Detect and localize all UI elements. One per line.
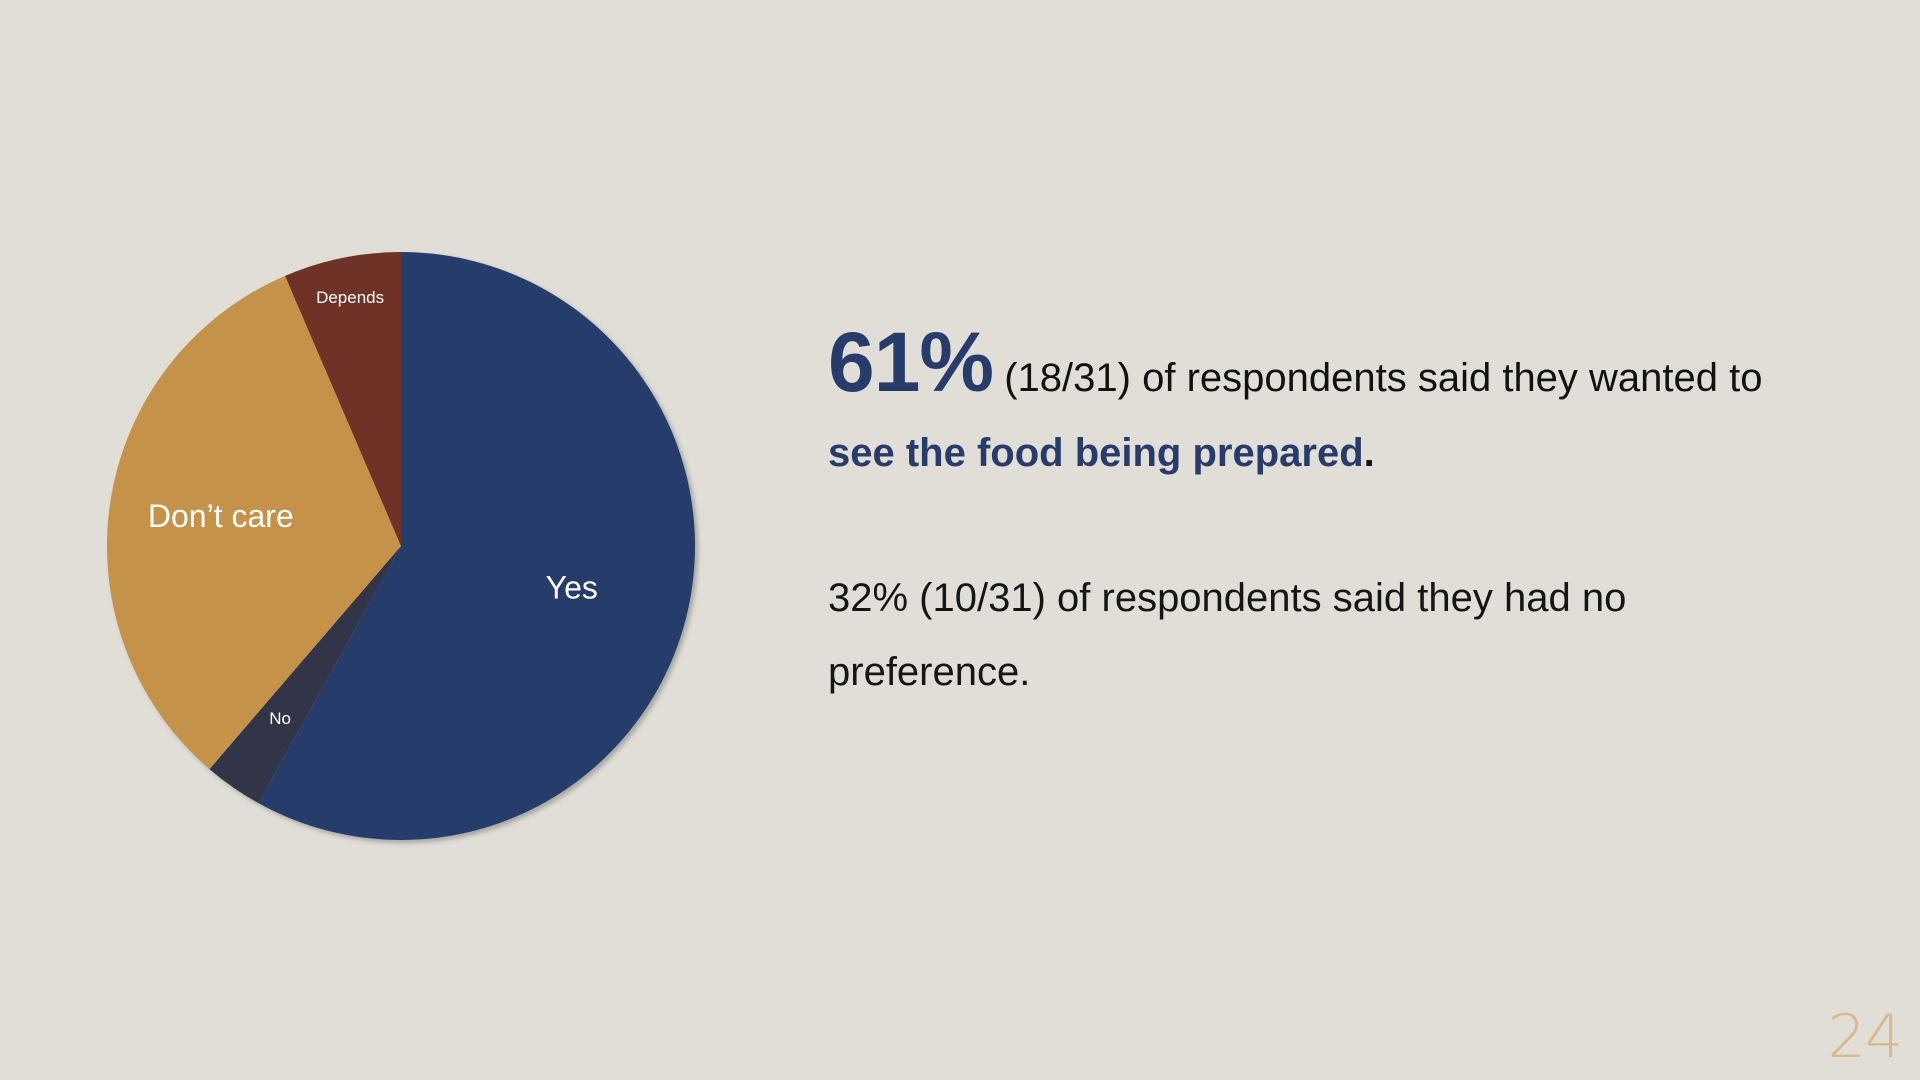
secondary-text: 32% (10/31) of respondents said they had… bbox=[828, 576, 1627, 694]
pie-label-don-t-care: Don’t care bbox=[148, 498, 294, 534]
text-block: 61% (18/31) of respondents said they wan… bbox=[828, 320, 1828, 709]
page-number: 24 bbox=[1827, 1002, 1903, 1072]
headline-period: . bbox=[1363, 431, 1375, 475]
headline-percent: 61% bbox=[828, 315, 994, 409]
pie-slice-yes bbox=[258, 252, 696, 841]
pie-label-depends: Depends bbox=[316, 288, 384, 307]
pie-labels: Yes No Don’t care Depends bbox=[148, 288, 598, 728]
pie-slice-depends bbox=[285, 252, 401, 546]
pie-slices bbox=[107, 252, 696, 841]
pie-slice-no bbox=[209, 546, 401, 804]
pie-label-no: No bbox=[269, 709, 291, 728]
pie-chart: Yes No Don’t care Depends bbox=[107, 252, 696, 841]
headline-emphasis: see the food being prepared bbox=[828, 431, 1364, 475]
headline: 61% (18/31) of respondents said they wan… bbox=[828, 320, 1828, 491]
headline-text: (18/31) of respondents said they wanted … bbox=[993, 356, 1763, 400]
pie-label-yes: Yes bbox=[546, 570, 598, 606]
pie-slice-don-t-care bbox=[107, 275, 402, 770]
